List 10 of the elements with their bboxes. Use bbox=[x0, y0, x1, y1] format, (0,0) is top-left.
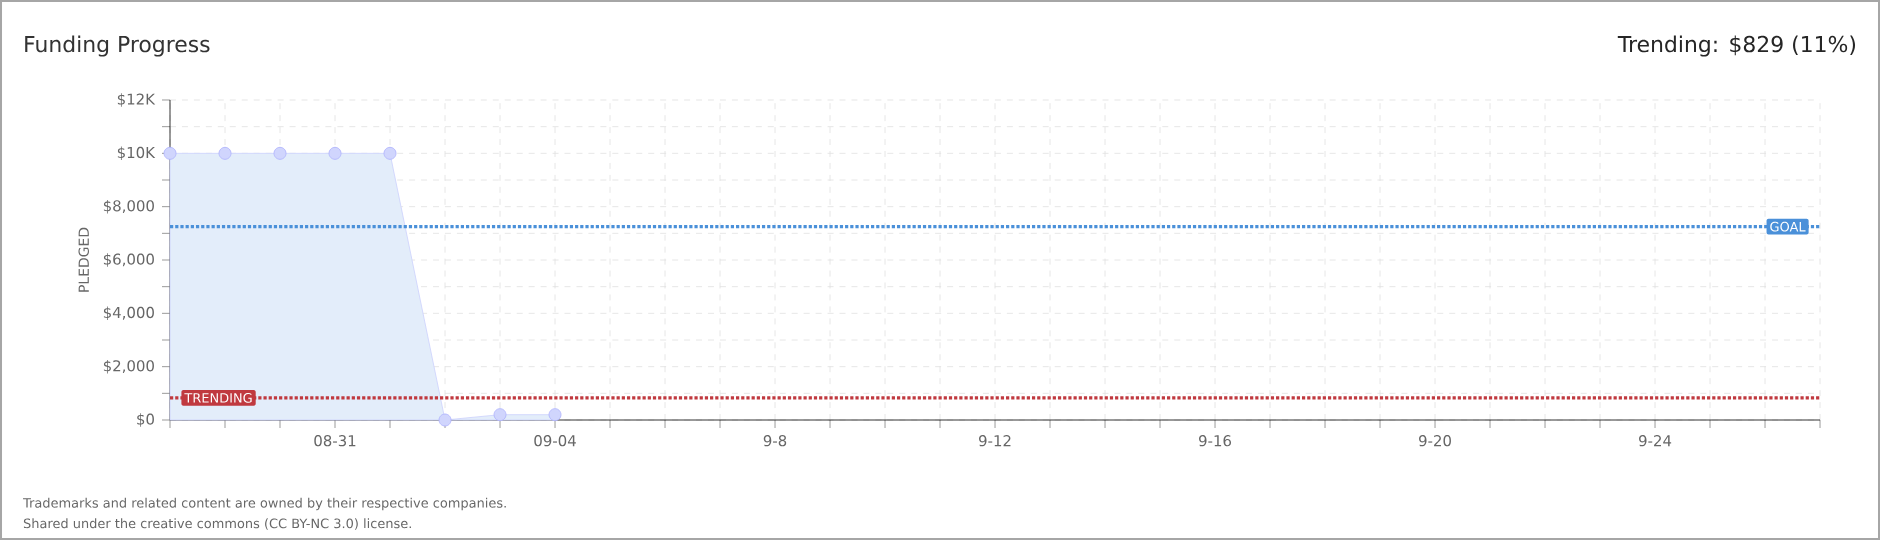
text: Trending: $829 (11%) bbox=[1617, 35, 1856, 57]
point bbox=[383, 146, 397, 160]
point bbox=[493, 408, 507, 422]
point bbox=[548, 408, 562, 422]
point bbox=[438, 413, 452, 427]
point bbox=[328, 146, 342, 160]
point bbox=[273, 146, 287, 160]
point bbox=[218, 146, 232, 160]
chart-title: Funding Progress bbox=[25, 35, 210, 57]
point bbox=[163, 146, 177, 160]
